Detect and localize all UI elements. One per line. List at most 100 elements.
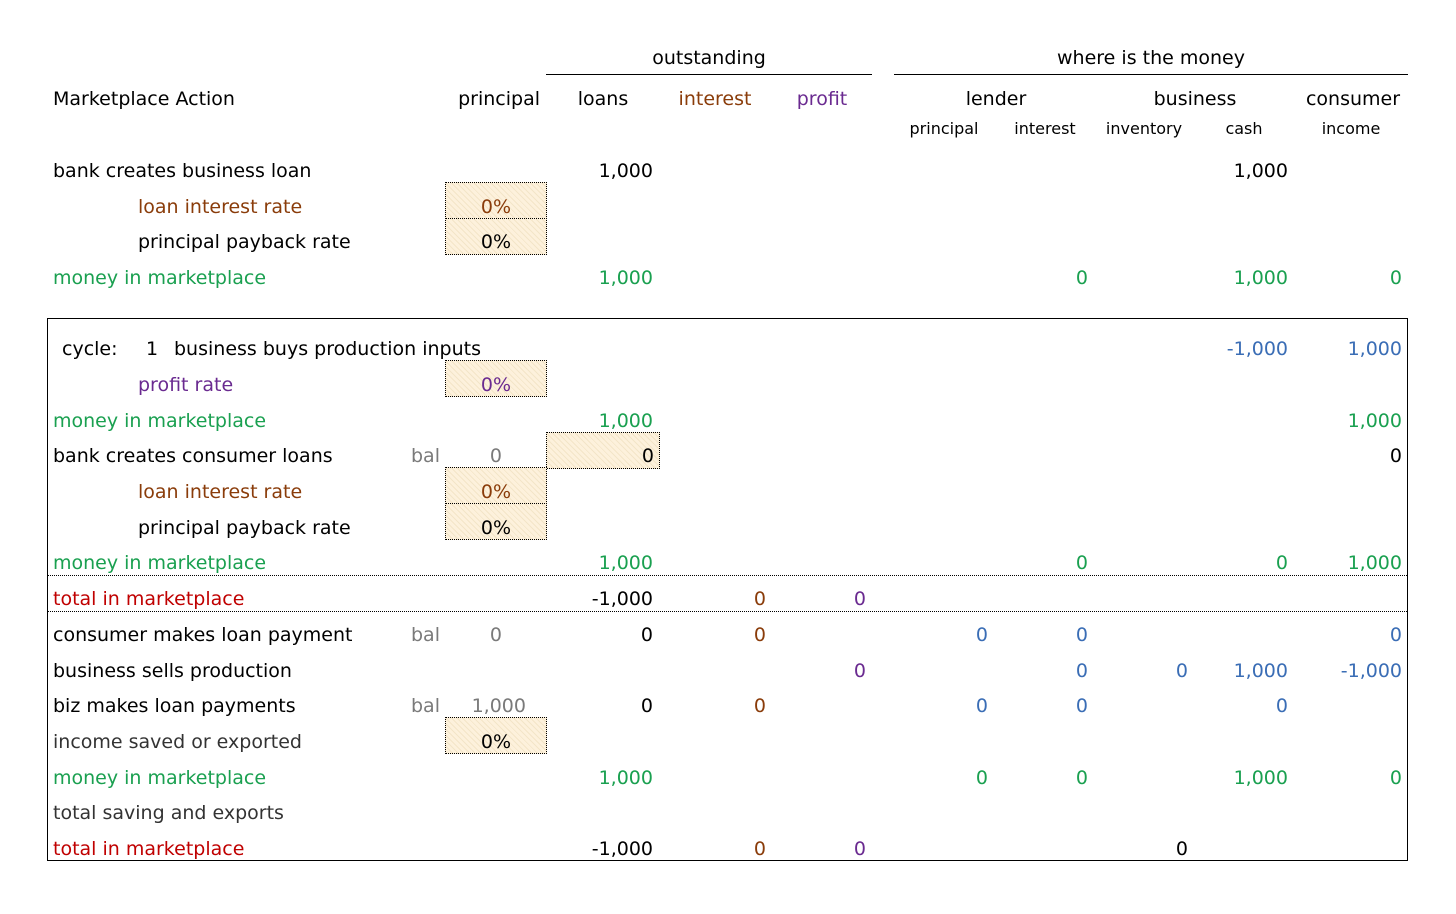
cycle-number[interactable]: 1 [146,338,159,360]
biz-payments-bal-label: bal [411,695,440,717]
total2-profit: 0 [853,838,866,860]
total1-loans: -1,000 [591,588,653,610]
money2-loans: 1,000 [598,552,653,574]
money2-label: money in marketplace [53,552,267,574]
top-loan-interest-rate-label: loan interest rate [138,196,303,218]
top-money-cash: 1,000 [1233,267,1288,289]
biz-payments-lender-principal: 0 [975,695,988,717]
total1-bottom-divider [48,611,1407,612]
outstanding-header: outstanding [652,47,766,69]
money1-loans: 1,000 [598,410,653,432]
money3-income: 0 [1389,767,1402,789]
business-header: business [1153,88,1237,110]
consumer-payment-bal: 0 [489,624,502,646]
consumer-payment-lender-principal: 0 [975,624,988,646]
business-buys-cash: -1,000 [1226,338,1288,360]
biz-payments-cash: 0 [1275,695,1288,717]
biz-payments-bal: 1,000 [471,695,526,717]
lender-header: lender [965,88,1027,110]
top-loan-interest-rate-input[interactable] [445,182,547,219]
profit-header: profit [796,88,848,110]
consumer-payment-bal-label: bal [411,624,440,646]
sub-income-header: income [1321,119,1381,138]
money2-lender-interest: 0 [1075,552,1088,574]
total2-inventory: 0 [1175,838,1188,860]
money1-income: 1,000 [1347,410,1402,432]
consumer-loans-input-value: 0 [641,445,654,467]
money1-label: money in marketplace [53,410,267,432]
top-principal-payback-value: 0% [480,231,512,253]
sells-lender-interest: 0 [1075,660,1088,682]
total1-profit: 0 [853,588,866,610]
consumer-loans-input[interactable] [546,432,660,469]
cycle-loan-interest-rate-label: loan interest rate [138,481,303,503]
sub-interest-header: interest [1014,119,1076,138]
cycle-principal-payback-value: 0% [480,517,512,539]
profit-rate-input[interactable] [445,360,547,397]
profit-rate-label: profit rate [138,374,234,396]
top-loan-interest-rate-value: 0% [480,196,512,218]
sub-principal-header: principal [909,119,979,138]
sub-cash-header: cash [1225,119,1263,138]
top-money-income: 0 [1389,267,1402,289]
money3-label: money in marketplace [53,767,267,789]
consumer-loans-label: bank creates consumer loans [53,445,333,467]
consumer-loans-bal: 0 [489,445,502,467]
income-saved-label: income saved or exported [53,731,302,753]
total1-interest: 0 [753,588,766,610]
consumer-payment-lender-interest: 0 [1075,624,1088,646]
interest-header: interest [678,88,752,110]
money3-lender-interest: 0 [1075,767,1088,789]
sells-cash: 1,000 [1233,660,1288,682]
top-principal-payback-input[interactable] [445,218,547,255]
money2-cash: 0 [1275,552,1288,574]
outstanding-underline [546,74,872,75]
cycle-label: cycle: [62,338,118,360]
top-money-loans: 1,000 [598,267,653,289]
sells-income: -1,000 [1340,660,1402,682]
loans-header: loans [577,88,629,110]
sells-inventory: 0 [1175,660,1188,682]
principal-header: principal [458,88,540,110]
business-buys-label: business buys production inputs [174,338,481,360]
top-principal-payback-label: principal payback rate [138,231,351,253]
income-saved-value: 0% [480,731,512,753]
top-money-lender-interest: 0 [1075,267,1088,289]
consumer-loans-bal-label: bal [411,445,440,467]
cycle-frame [47,318,1408,861]
consumer-loans-income: 0 [1389,445,1402,467]
total2-loans: -1,000 [591,838,653,860]
money2-income: 1,000 [1347,552,1402,574]
total2-interest: 0 [753,838,766,860]
cycle-principal-payback-input[interactable] [445,503,547,540]
total2-label: total in marketplace [53,838,245,860]
consumer-header: consumer [1305,88,1401,110]
money3-loans: 1,000 [598,767,653,789]
where-is-money-header: where is the money [1057,47,1245,69]
bank-business-loan-cash: 1,000 [1233,160,1288,182]
consumer-payment-label: consumer makes loan payment [53,624,353,646]
profit-rate-value: 0% [480,374,512,396]
biz-payments-loans: 0 [640,695,653,717]
cycle-principal-payback-label: principal payback rate [138,517,351,539]
marketplace-action-header: Marketplace Action [53,88,235,110]
sub-inventory-header: inventory [1105,119,1183,138]
money3-cash: 1,000 [1233,767,1288,789]
biz-payments-lender-interest: 0 [1075,695,1088,717]
top-money-label: money in marketplace [53,267,267,289]
consumer-payment-loans: 0 [640,624,653,646]
income-saved-input[interactable] [445,717,547,754]
money3-lender-principal: 0 [975,767,988,789]
consumer-payment-income: 0 [1389,624,1402,646]
total1-label: total in marketplace [53,588,245,610]
business-buys-income: 1,000 [1347,338,1402,360]
biz-payments-interest: 0 [753,695,766,717]
cycle-loan-interest-rate-value: 0% [480,481,512,503]
total1-top-divider [48,575,1407,576]
sells-profit: 0 [853,660,866,682]
biz-payments-label: biz makes loan payments [53,695,296,717]
sells-label: business sells production [53,660,292,682]
bank-business-loan-loans: 1,000 [598,160,653,182]
saving-exports-label: total saving and exports [53,802,284,824]
cycle-loan-interest-rate-input[interactable] [445,467,547,504]
